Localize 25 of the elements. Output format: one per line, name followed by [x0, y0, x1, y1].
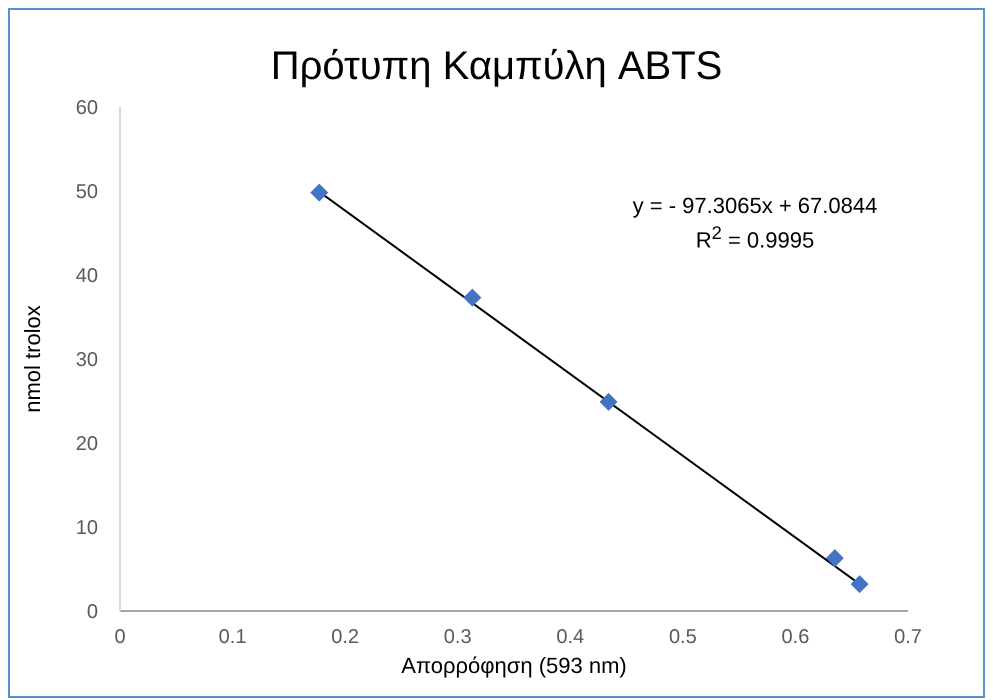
y-tick-label: 20 — [76, 433, 98, 456]
point — [850, 575, 869, 594]
annotation: R$^{2}$ = 0.9995 — [694, 221, 816, 254]
y-tick-label: 40 — [76, 265, 98, 288]
y-tick-label: 30 — [76, 349, 98, 372]
y-tick-label: 10 — [76, 517, 98, 540]
x-tick-label: 0.5 — [668, 626, 697, 648]
y-axis-title: nmol trolox — [20, 305, 45, 413]
point — [826, 549, 844, 568]
x-tick-label: 0.4 — [556, 626, 584, 648]
point — [463, 288, 482, 307]
x-tick-label: 0 — [114, 626, 126, 648]
y-tick-label: 0 — [86, 601, 98, 624]
x-tick-label: 0.7 — [894, 626, 922, 648]
x-tick-label: 0.6 — [782, 626, 810, 648]
x-tick-label: 0.3 — [444, 626, 472, 648]
point — [310, 184, 328, 202]
y-tick-label: 50 — [76, 181, 98, 204]
annotation: y = - 97.3065x + 67.0844 — [632, 193, 878, 219]
x-axis-title: Απορρόφηση (593 nm) — [401, 653, 627, 678]
point — [600, 392, 618, 411]
chart-title: Πρότυπη Καμπύλη ABTS — [270, 44, 724, 89]
x-tick-label: 0.1 — [218, 626, 246, 648]
y-tick-label: 60 — [76, 97, 98, 120]
x-tick-label: 0.2 — [331, 626, 360, 648]
